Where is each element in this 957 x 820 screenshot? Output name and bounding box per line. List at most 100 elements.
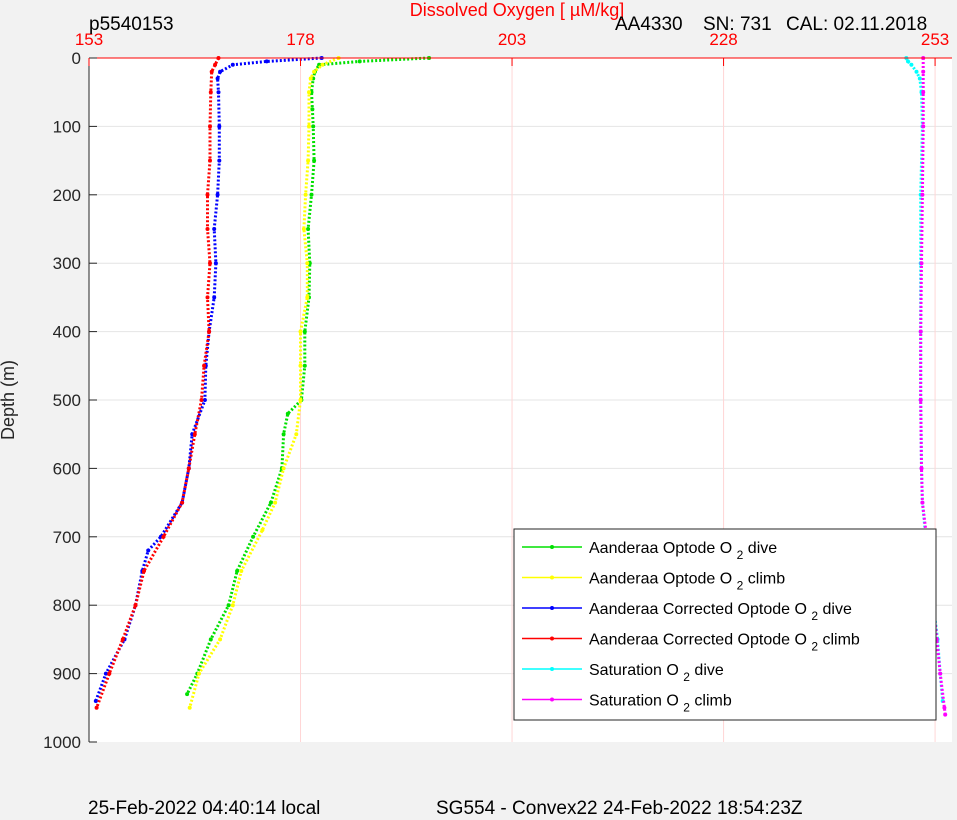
sensor-label: AA4330	[615, 14, 683, 36]
data-point	[310, 107, 314, 111]
chart-title: Dissolved Oxygen [ µM/kg]	[410, 0, 624, 20]
data-point	[212, 295, 216, 299]
serial-number-label: SN: 731	[703, 14, 772, 36]
data-point	[162, 535, 166, 539]
data-point	[273, 501, 277, 505]
data-point	[299, 398, 303, 402]
local-timestamp: 25-Feb-2022 04:40:14 local	[88, 798, 320, 820]
legend-marker	[550, 606, 554, 610]
data-point	[311, 124, 315, 128]
data-point	[921, 124, 925, 128]
data-point	[207, 330, 211, 334]
legend-marker	[550, 545, 554, 549]
data-point	[206, 193, 210, 197]
data-point	[915, 70, 919, 74]
data-point	[216, 193, 220, 197]
y-tick-label: 100	[53, 117, 81, 136]
data-point	[218, 637, 222, 641]
data-point	[208, 159, 212, 163]
data-point	[286, 412, 290, 416]
data-point	[358, 59, 362, 63]
data-point	[121, 637, 125, 641]
data-point	[197, 672, 201, 676]
data-point	[212, 227, 216, 231]
legend: Aanderaa Optode O 2 diveAanderaa Optode …	[514, 529, 936, 720]
data-point	[193, 432, 197, 436]
legend-marker	[550, 667, 554, 671]
data-point	[187, 466, 191, 470]
data-point	[209, 90, 213, 94]
data-point	[920, 193, 924, 197]
legend-box	[514, 529, 936, 720]
data-point	[206, 295, 210, 299]
data-point	[202, 364, 206, 368]
data-point	[310, 193, 314, 197]
data-point	[200, 398, 204, 402]
data-point	[918, 77, 922, 81]
data-point	[206, 227, 210, 231]
y-tick-label: 1000	[43, 733, 81, 752]
data-point	[919, 330, 923, 334]
data-point	[235, 569, 239, 573]
data-point	[227, 603, 231, 607]
data-point	[107, 672, 111, 676]
data-point	[217, 124, 221, 128]
y-tick-label: 700	[53, 528, 81, 547]
data-point	[251, 535, 255, 539]
data-point	[134, 603, 138, 607]
mission-label: SG554 - Convex22 24-Feb-2022 18:54:23Z	[436, 798, 803, 820]
data-point	[909, 63, 913, 67]
data-point	[299, 364, 303, 368]
data-point	[218, 70, 222, 74]
data-point	[306, 159, 310, 163]
data-point	[307, 90, 311, 94]
data-point	[146, 549, 150, 553]
data-point	[306, 227, 310, 231]
data-point	[216, 77, 220, 81]
data-point	[209, 637, 213, 641]
y-tick-label: 200	[53, 186, 81, 205]
data-point	[305, 295, 309, 299]
legend-marker	[550, 698, 554, 702]
calibration-date-label: CAL: 02.11.2018	[786, 14, 927, 36]
data-point	[942, 706, 946, 710]
data-point	[305, 261, 309, 265]
data-point	[921, 90, 925, 94]
y-tick-label: 400	[53, 323, 81, 342]
data-point	[95, 706, 99, 710]
data-point	[188, 706, 192, 710]
data-point	[231, 63, 235, 67]
y-tick-label: 900	[53, 665, 81, 684]
data-point	[920, 501, 924, 505]
data-point	[180, 501, 184, 505]
legend-marker	[550, 576, 554, 580]
data-point	[265, 59, 269, 63]
data-point	[94, 699, 98, 703]
y-tick-label: 500	[53, 391, 81, 410]
x-tick-label: 178	[286, 30, 314, 49]
data-point	[919, 398, 923, 402]
data-point	[312, 70, 316, 74]
data-point	[260, 528, 264, 532]
data-point	[214, 261, 218, 265]
data-point	[210, 70, 214, 74]
x-tick-label: 203	[498, 30, 526, 49]
data-point	[213, 63, 217, 67]
data-point	[321, 63, 325, 67]
data-point	[185, 692, 189, 696]
data-point	[231, 603, 235, 607]
data-point	[282, 466, 286, 470]
data-point	[217, 159, 221, 163]
plot-id-label: p5540153	[89, 14, 174, 36]
data-point	[906, 59, 910, 63]
data-point	[239, 569, 243, 573]
data-point	[294, 432, 298, 436]
data-point	[269, 501, 273, 505]
data-point	[938, 672, 942, 676]
data-point	[307, 124, 311, 128]
y-tick-label: 300	[53, 254, 81, 273]
data-point	[302, 227, 306, 231]
data-point	[303, 364, 307, 368]
data-point	[208, 261, 212, 265]
